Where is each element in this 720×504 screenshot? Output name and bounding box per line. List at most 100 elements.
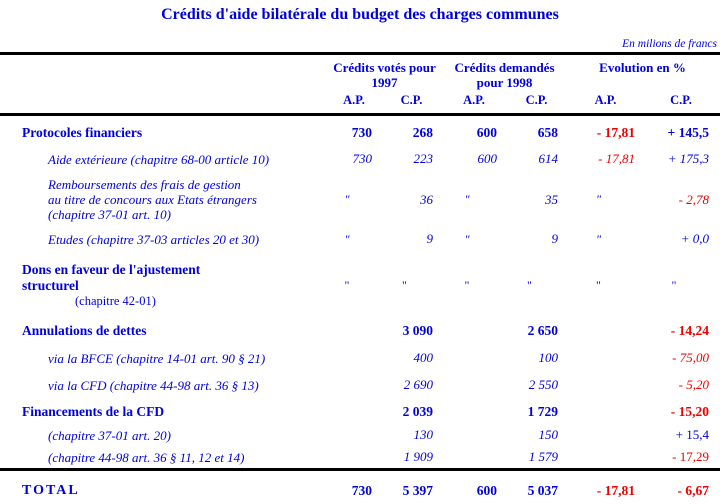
cell-cp-evolution: - 5,20 [678,377,709,392]
cell-cp-1998: 1 729 [527,404,558,419]
col-group-credits-demandes-1998: Crédits demandés pour 1998 [442,60,567,90]
cell-cp-1998: 2 550 [528,377,558,392]
cell-cp-evolution: - 75,00 [672,350,709,365]
cell-ap-1997: 730 [351,483,372,498]
cell-ap-1997: " [344,192,350,206]
header-subcolumn-row: A.P. C.P. A.P. C.P. A.P. C.P. [7,90,720,113]
cell-cp-1998: 2 650 [527,323,558,338]
cell-ap-1998: " [464,231,470,246]
cell-cp-1997: 2 039 [402,404,433,419]
cell-cp-evolution: - 14,24 [670,323,709,338]
table-row: Dons en faveur de l'ajustement structurel… [0,253,720,314]
cell-cp-evolution: " [671,278,677,292]
cell-ap-evolution: " [596,278,601,292]
table-title: Crédits d'aide bilatérale du budget des … [161,6,559,23]
row-label-line: Etudes (chapitre 37-03 articles 20 et 30… [48,231,260,247]
cell-cp-1997: 9 [426,231,434,246]
col-group-line: Crédits demandés [454,60,555,75]
subcol-ap-1997: A.P. [343,93,365,107]
cell-cp-1998: 150 [538,427,559,442]
row-sublabel: (chapitre 42-01) [75,294,156,308]
cell-cp-1997: 5 397 [402,483,433,498]
horizontal-rule-header [0,113,720,116]
cell-ap-evolution: " [595,192,602,206]
row-label-line: TOTAL [22,483,80,498]
row-label-line: Financements de la CFD [22,404,165,419]
row-label-line: (chapitre 37-01 art. 10) [48,207,171,222]
row-label: Dons en faveur de l'ajustement structurel… [0,262,320,309]
cell-cp-evolution: + 145,5 [667,125,709,140]
cell-cp-1997: 268 [412,125,433,140]
col-group-line: Evolution en % [599,60,686,75]
cell-cp-1998: 35 [545,191,558,207]
cell-ap-1998: " [464,192,470,206]
subcol-cp-1998: C.P. [525,93,548,107]
cell-cp-evolution: + 0,0 [680,231,709,246]
cell-cp-1998: 100 [538,350,559,365]
row-label-line: (chapitre 37-01 art. 20) [48,427,171,443]
table-body: Protocoles financiers 730 268 600 658 - 17,81… [0,116,720,504]
cell-cp-evolution: + 175,3 [667,151,709,166]
table-row: via la CFD (chapitre 44-98 art. 36 § 13)… [0,371,720,398]
row-label-line: Aide extérieure (chapitre 68-00 article … [48,151,270,167]
table-row: Etudes (chapitre 37-03 articles 20 et 30… [0,225,720,253]
row-label: (chapitre 37-01 art. 20) [0,428,320,443]
cell-ap-1997: " [344,278,350,292]
table-row: (chapitre 37-01 art. 20) 130 150 + 15,4 [0,423,720,446]
table-row: Remboursements des frais de gestion au ti… [0,173,720,225]
cell-cp-1997: 3 090 [402,323,433,338]
cell-cp-1998: 1 579 [528,449,558,464]
col-group-credits-votes-1997: Crédits votés pour 1997 [327,60,442,90]
table-header: Crédits votés pour 1997 Crédits demandés… [7,55,720,113]
cell-ap-evolution: - 17,81 [596,125,635,140]
row-label-line: via la CFD (chapitre 44-98 art. 36 § 13) [48,377,259,393]
cell-ap-1997: " [344,231,350,246]
total-row: TOTAL 730 5 397 600 5 037 - 17,81 - 6,67 [0,468,720,504]
header-group-row: Crédits votés pour 1997 Crédits demandés… [7,55,720,90]
row-label: Aide extérieure (chapitre 68-00 article … [0,152,320,167]
row-label: via la CFD (chapitre 44-98 art. 36 § 13) [0,378,320,393]
cell-cp-1997: 36 [420,191,433,207]
cell-cp-evolution: - 15,20 [670,404,709,419]
table-row: Protocoles financiers 730 268 600 658 - 17,81… [0,116,720,145]
col-group-line: Crédits votés pour [333,60,436,75]
cell-cp-1997: 130 [413,427,434,442]
cell-ap-evolution: - 17,81 [598,151,635,166]
row-label: TOTAL [0,483,320,499]
cell-cp-1997: 1 909 [403,449,433,464]
cell-cp-evolution: + 15,4 [675,427,709,442]
cell-cp-evolution: - 6,67 [677,483,710,498]
cell-cp-1998: 5 037 [527,483,558,498]
cell-cp-1997: 2 690 [403,377,433,392]
cell-cp-1998: 658 [537,125,558,140]
row-label-line: Dons en faveur de l'ajustement [22,262,201,277]
cell-ap-1998: 600 [476,483,497,498]
table-row: via la BFCE (chapitre 14-01 art. 90 § 21… [0,344,720,371]
row-label-line: au titre de concours aux Etats étrangers [48,192,257,207]
row-label: Financements de la CFD [0,404,320,420]
row-label-line: structurel [22,278,79,293]
table-row: Aide extérieure (chapitre 68-00 article … [0,145,720,173]
cell-cp-evolution: - 2,78 [678,191,709,207]
row-label: Remboursements des frais de gestion au ti… [0,177,320,222]
cell-ap-1997: 730 [351,125,372,140]
cell-ap-evolution: - 17,81 [596,483,635,498]
subcol-ap-evolution: A.P. [594,93,617,107]
table-row: (chapitre 44-98 art. 36 § 11, 12 et 14) 1… [0,446,720,468]
cell-ap-1997: 730 [352,151,373,166]
row-label: Protocoles financiers [0,125,320,141]
row-label: via la BFCE (chapitre 14-01 art. 90 § 21… [0,351,320,366]
cell-cp-1997: " [402,278,407,292]
cell-ap-1998: " [464,278,470,292]
row-label: Etudes (chapitre 37-03 articles 20 et 30… [0,232,320,247]
col-group-line: pour 1998 [476,75,533,90]
row-label-line: Protocoles financiers [22,125,143,140]
col-group-evolution: Evolution en % [567,60,718,75]
cell-cp-1998: 9 [551,231,559,246]
cell-cp-evolution: - 17,29 [672,449,709,464]
subcol-cp-evolution: C.P. [670,93,692,107]
row-label-line: Remboursements des frais de gestion [48,177,241,192]
subcol-ap-1998: A.P. [463,93,485,107]
unit-note: En milions de francs [622,38,717,50]
